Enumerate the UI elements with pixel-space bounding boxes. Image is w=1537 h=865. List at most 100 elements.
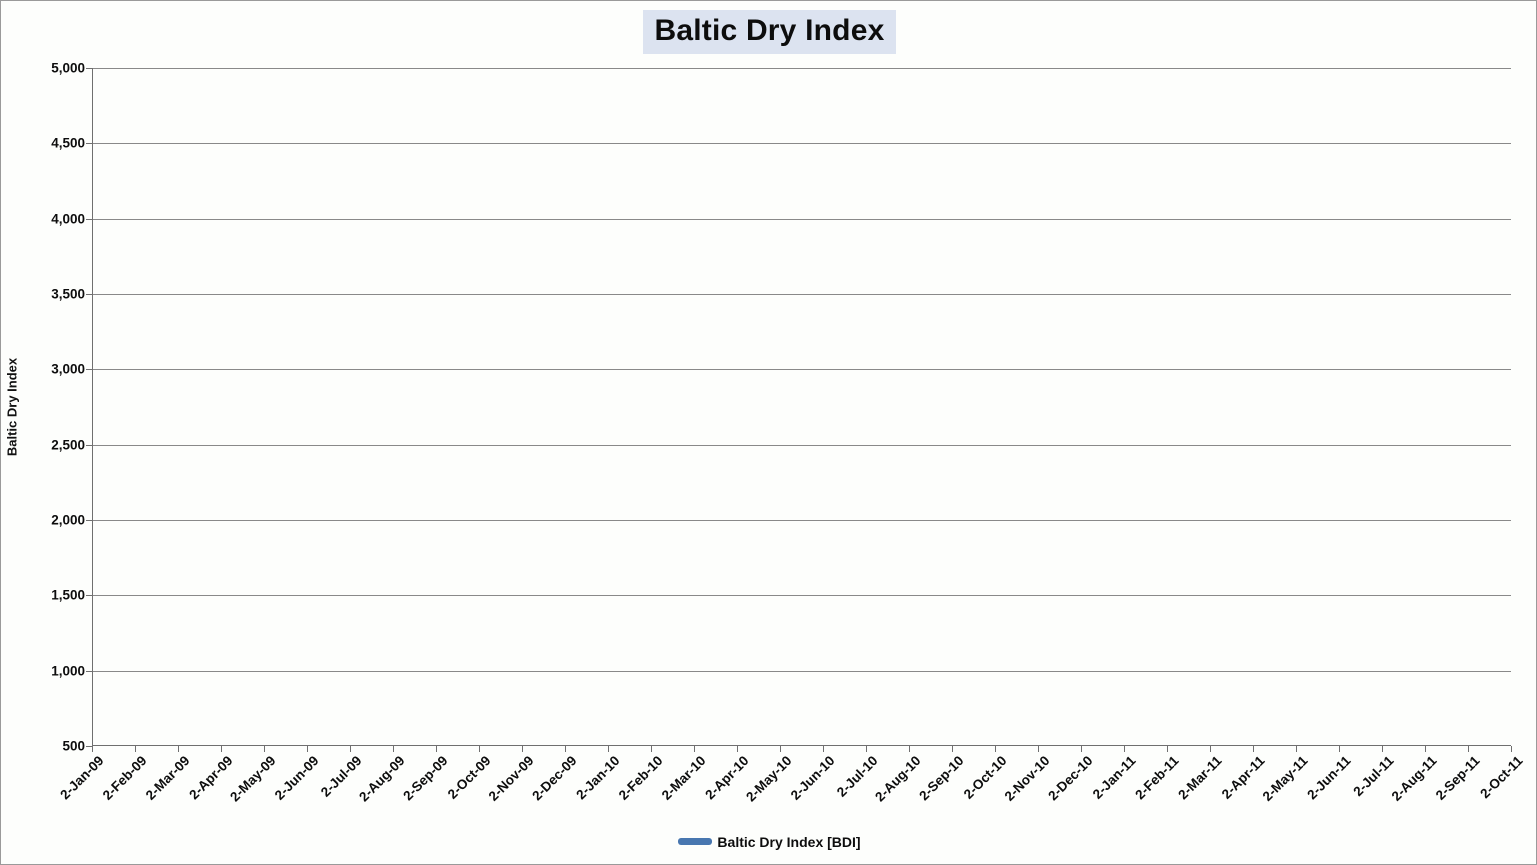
x-axis-tick [737,746,738,752]
x-axis-tick-label: 2-Sep-10 [916,753,967,804]
legend-label-bdi: Baltic Dry Index [BDI] [717,833,861,850]
legend-swatch-icon [678,838,713,845]
x-axis-tick-label: 2-Nov-09 [485,753,537,804]
x-axis-tick [909,746,910,752]
x-axis-tick [1253,746,1254,752]
x-axis-tick [565,746,566,752]
y-axis-tick [86,294,92,295]
x-axis-tick [780,746,781,752]
x-axis-tick [178,746,179,752]
y-axis-tick [86,520,92,521]
x-axis-tick [1425,746,1426,752]
x-axis-tick-label: 2-May-11 [1259,753,1311,804]
x-axis-tick-label: 2-Aug-10 [872,753,924,805]
x-axis-tick-label: 2-May-10 [743,753,795,805]
y-axis-tick [86,670,92,672]
x-axis-tick [307,746,308,752]
x-axis-tick-label: 2-Jul-11 [1350,753,1397,800]
x-axis-tick [221,746,222,752]
gridline [92,595,1511,597]
x-axis-tick-label: 2-May-09 [227,753,279,805]
y-axis-tick-label: 4,000 [51,211,85,227]
x-axis-tick [866,746,867,752]
x-axis-tick-label: 2-Dec-10 [1045,753,1096,804]
x-axis-tick [651,746,652,752]
x-axis-tick-label: 2-Apr-09 [186,753,236,803]
y-axis-line [92,68,93,746]
x-axis-tick-label: 2-Dec-09 [529,753,580,804]
x-axis-tick [1296,746,1297,752]
plot-area [86,68,1512,752]
y-axis-tick-label: 3,000 [51,361,85,377]
x-axis-tick-label: 2-Jan-11 [1089,753,1139,802]
x-axis-tick [393,746,394,752]
x-axis-tick-label: 2-Nov-10 [1001,753,1053,804]
y-axis-tick-label: 500 [62,738,85,754]
x-axis-tick [350,746,351,752]
x-axis-tick [1339,746,1340,752]
x-axis-tick-label: 2-Apr-10 [702,753,752,803]
y-axis-tick [86,218,92,220]
x-axis-tick [479,746,480,752]
x-axis-tick [1167,746,1168,752]
chart-title: Baltic Dry Index [1,10,1536,54]
gridline [92,68,1511,69]
y-axis-tick-label: 4,500 [51,135,85,151]
x-axis-tick-label: 2-Feb-09 [99,753,150,803]
x-axis-tick [1511,746,1512,752]
gridline [92,218,1511,220]
y-axis-tick [86,143,92,145]
y-axis-tick-label: 2,500 [51,437,85,453]
x-axis-tick-label: 2-Jun-11 [1304,753,1354,803]
x-axis-tick-label: 2-Jun-09 [271,753,322,803]
x-axis-line [92,745,1511,746]
chart-title-text: Baltic Dry Index [642,10,897,54]
y-axis-tick-label: 1,000 [51,663,85,679]
x-axis-tick [1081,746,1082,752]
x-axis-tick-label: 2-Oct-09 [444,753,494,802]
x-axis-tick-label: 2-Jan-10 [573,753,623,803]
y-axis-tick-label: 3,500 [51,286,85,302]
x-axis-tick [995,746,996,752]
y-axis-tick [86,68,92,69]
y-axis-tick-label: 1,500 [51,587,85,603]
gridline [92,143,1511,145]
gridline [92,520,1511,521]
y-axis-tick-label: 5,000 [51,60,85,76]
x-axis-tick [694,746,695,752]
y-axis-tick [86,444,92,446]
x-axis-tick [823,746,824,752]
x-axis-tick-label: 2-Mar-10 [658,753,709,803]
x-axis-tick-label: 2-Oct-11 [1477,753,1526,802]
x-axis-tick-label: 2-Oct-10 [960,753,1010,802]
x-axis-tick [1468,746,1469,752]
legend-item-bdi[interactable]: Baltic Dry Index [BDI] [678,833,861,850]
x-axis-tick-label: 2-Sep-11 [1432,753,1483,803]
x-axis-tick-label: 2-Apr-11 [1218,753,1268,802]
x-axis-tick-label: 2-Jan-09 [57,753,107,803]
x-axis-tick [135,746,136,752]
x-axis-tick-label: 2-Jun-10 [787,753,838,803]
x-axis-tick [608,746,609,752]
gridline [92,369,1511,371]
x-axis-tick-label: 2-Feb-11 [1132,753,1182,803]
gridline [92,294,1511,295]
x-axis-tick [436,746,437,752]
x-axis-tick [264,746,265,752]
y-axis-tick-label: 2,000 [51,512,85,528]
x-axis-tick-label: 2-Feb-10 [615,753,666,803]
x-axis-tick [952,746,953,752]
y-axis-tick [86,746,92,747]
x-axis-tick [1210,746,1211,752]
gridline [92,670,1511,672]
x-axis-tick [1382,746,1383,752]
gridline [92,444,1511,446]
x-axis-tick [92,746,93,752]
chart-legend: Baltic Dry Index [BDI] [1,832,1536,850]
x-axis-tick-label: 2-Sep-09 [400,753,451,804]
x-axis-tick-label: 2-Jul-10 [833,753,881,800]
x-axis-tick-label: 2-Aug-09 [356,753,408,805]
plot-background [92,68,1511,746]
y-axis-tick [86,595,92,597]
